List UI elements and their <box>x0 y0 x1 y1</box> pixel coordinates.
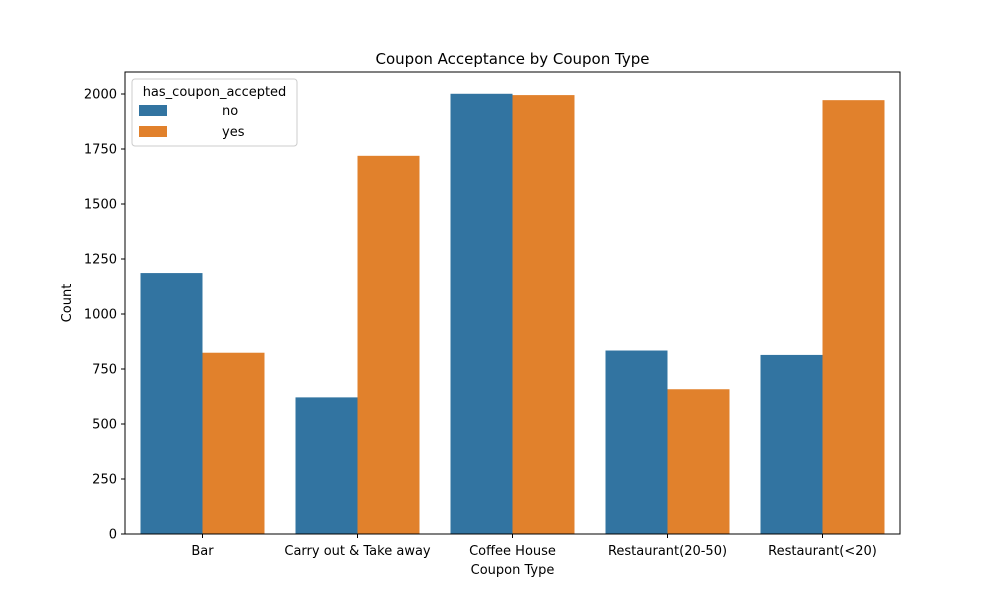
bar-restaurant-20-yes <box>822 100 885 534</box>
bar-carry-out-take-away-yes <box>357 155 420 534</box>
legend-swatch-no <box>139 105 167 116</box>
y-tick-label: 1000 <box>84 308 117 323</box>
chart-title: Coupon Acceptance by Coupon Type <box>376 50 650 68</box>
legend-box <box>131 78 298 147</box>
legend: has_coupon_accepted no yes <box>131 78 298 147</box>
y-tick-label: 0 <box>109 528 117 543</box>
bar-bar-yes <box>202 352 265 534</box>
y-tick-label: 500 <box>92 418 117 433</box>
bar-carry-out-take-away-no <box>295 397 358 534</box>
x-tick-label-carry-out-take-away: Carry out & Take away <box>284 544 431 559</box>
bar-restaurant-20-50-yes <box>667 389 730 534</box>
x-tick-label-coffee-house: Coffee House <box>469 544 556 559</box>
y-tick-label: 1750 <box>84 143 117 158</box>
x-tick-label-restaurant-20-50: Restaurant(20-50) <box>608 544 727 559</box>
y-tick-label: 1500 <box>84 198 117 213</box>
y-tick-label: 1250 <box>84 253 117 268</box>
y-tick-label: 750 <box>92 363 117 378</box>
legend-entries: no yes <box>139 104 245 140</box>
bar-coffee-house-no <box>450 93 513 534</box>
y-tick-label: 2000 <box>84 88 117 103</box>
y-tick-label: 250 <box>92 473 117 488</box>
legend-title: has_coupon_accepted <box>143 85 287 100</box>
legend-label-yes: yes <box>222 125 245 140</box>
plot-frame <box>124 71 901 535</box>
bar-restaurant-20-no <box>760 354 823 534</box>
legend-label-no: no <box>222 104 238 119</box>
bar-bar-no <box>140 273 203 534</box>
bars-layer <box>140 93 885 534</box>
x-tick-label-bar: Bar <box>191 544 214 559</box>
bar-coffee-house-yes <box>512 95 575 534</box>
x-axis-ticks: Bar Carry out & Take away Coffee House Rest… <box>191 534 877 559</box>
x-tick-label-restaurant-20: Restaurant(<20) <box>768 544 877 559</box>
legend-swatch-yes <box>139 126 167 137</box>
y-axis-ticks: 0 250 500 750 1000 1250 1500 1750 2000 <box>84 88 125 543</box>
bar-restaurant-20-50-no <box>605 350 668 534</box>
x-axis-label: Coupon Type <box>471 563 555 578</box>
y-axis-label: Count <box>60 284 75 323</box>
